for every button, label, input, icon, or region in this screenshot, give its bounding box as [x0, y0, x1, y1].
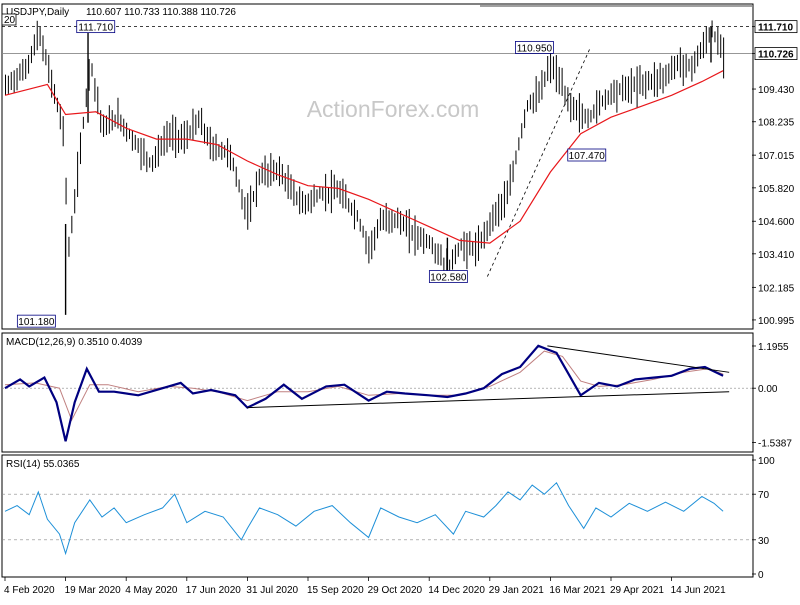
price-annotation: 111.710 — [76, 20, 116, 34]
rsi-tick-label: 30 — [758, 536, 770, 547]
price-tick-label: 100.995 — [758, 316, 795, 327]
price-title: USDJPY,Daily — [6, 7, 69, 18]
x-tick-label: 4 May 2020 — [125, 585, 178, 596]
price-annotation: 101.180 — [16, 314, 56, 328]
price-tick-label: 109.430 — [758, 85, 795, 96]
macd-trendline — [247, 391, 730, 409]
price-tag-box — [754, 20, 798, 34]
price-tick-label: 104.600 — [758, 217, 795, 228]
rsi-line — [4, 481, 724, 556]
macd-trendline — [547, 345, 730, 373]
x-tick-label: 19 Mar 2020 — [65, 585, 122, 596]
macd-pane-frame — [1, 332, 754, 453]
price-tag-box — [754, 47, 798, 60]
x-tick-label: 14 Dec 2020 — [428, 585, 485, 596]
x-tick-label: 29 Oct 2020 — [368, 585, 423, 596]
price-tick-label: 107.015 — [758, 151, 795, 162]
price-tick-label: 102.185 — [758, 283, 795, 294]
x-tick-label: 15 Sep 2020 — [307, 585, 364, 596]
macd-signal-line — [4, 350, 724, 422]
annotation-box — [567, 148, 607, 162]
price-annotation: 102.580 — [428, 270, 468, 284]
x-tick-label: 14 Jun 2021 — [671, 585, 726, 596]
rsi-tick-label: 0 — [758, 570, 764, 581]
moving-average-line — [4, 70, 724, 244]
macd-tick-label: 1.1955 — [758, 342, 789, 353]
watermark: ActionForex.com — [307, 96, 480, 122]
price-annotation: 110.950 — [515, 41, 554, 54]
annotation-box — [76, 20, 116, 34]
x-tick-label: 29 Apr 2021 — [610, 585, 664, 596]
annotation-box — [515, 41, 554, 54]
annotation-label: 101.180 — [18, 317, 55, 328]
annotation-box — [16, 314, 56, 328]
x-tick-label: 29 Jan 2021 — [489, 585, 544, 596]
price-tick-label: 103.410 — [758, 250, 795, 261]
x-tick-label: 17 Jun 2020 — [186, 585, 241, 596]
price-tick-label: 108.235 — [758, 118, 795, 129]
price-tick-label: 105.820 — [758, 184, 795, 195]
annotation-label: 111.710 — [78, 23, 113, 34]
annotation-label: 102.580 — [430, 273, 467, 284]
x-tick-label: 16 Mar 2021 — [549, 585, 606, 596]
rsi-tick-label: 100 — [758, 456, 775, 467]
ohlc-header: 110.607 110.733 110.388 110.726 — [86, 7, 236, 18]
corner-label-box — [1, 13, 17, 26]
macd-line — [4, 344, 724, 442]
rsi-tick-label: 70 — [758, 490, 770, 501]
annotation-label: 110.950 — [517, 43, 553, 54]
price-annotation: 107.470 — [567, 148, 607, 162]
price-tick-label: 110.726 — [758, 50, 794, 61]
corner-label: 20 — [4, 15, 16, 26]
annotation-box — [428, 270, 468, 283]
x-tick-label: 31 Jul 2020 — [246, 585, 298, 596]
x-tick-label: 4 Feb 2020 — [4, 585, 55, 596]
rsi-pane-frame — [1, 454, 754, 578]
price-title-bg — [4, 5, 90, 18]
rsi-title: RSI(14) 55.0365 — [6, 459, 80, 470]
macd-title: MACD(12,26,9) 0.3510 0.4039 — [6, 337, 143, 348]
macd-tick-label: -1.5387 — [758, 439, 792, 450]
annotation-label: 107.470 — [569, 151, 606, 162]
macd-tick-label: 0.00 — [758, 384, 778, 395]
price-tick-label: 111.710 — [758, 23, 793, 34]
price-pane-frame — [1, 3, 754, 330]
